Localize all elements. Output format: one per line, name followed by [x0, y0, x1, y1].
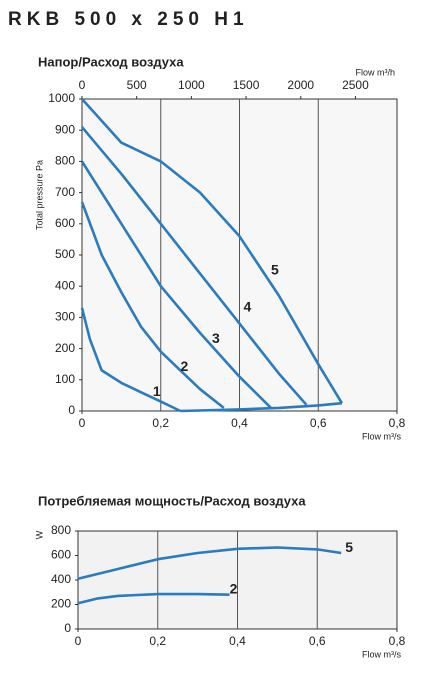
page-title: RKB 500 x 250 H1 — [8, 9, 249, 30]
curve-label: 5 — [345, 539, 353, 555]
curve-label: 1 — [153, 383, 161, 399]
x2-tick-label: 0 — [79, 78, 86, 92]
curve-label: 2 — [230, 581, 238, 597]
x2-tick-label: 2500 — [342, 78, 369, 92]
curve-label: 4 — [243, 299, 251, 315]
x-axis-label: Flow m³/s — [362, 431, 401, 441]
curve — [81, 126, 308, 406]
y-tick-label: 100 — [55, 372, 75, 386]
curve-label: 2 — [180, 358, 188, 374]
y-tick-label: 300 — [55, 310, 75, 324]
curve — [80, 160, 272, 409]
y-tick-label: 0 — [68, 403, 75, 417]
x-tick-label: 0,2 — [152, 416, 169, 430]
y-tick-label: 200 — [55, 341, 75, 355]
x-tick-label: 0,8 — [389, 634, 406, 648]
y-tick-label: 0 — [64, 621, 71, 635]
y-tick-label: 600 — [55, 216, 75, 230]
x-tick-label: 0,4 — [231, 416, 248, 430]
y-tick-label: 800 — [51, 523, 71, 537]
y-tick-label: 700 — [55, 185, 75, 199]
x-tick-label: 0 — [75, 634, 82, 648]
x-tick-label: 0,8 — [389, 416, 406, 430]
chart-title: Потребляемая мощность/Расход воздуха — [38, 493, 306, 508]
y-tick-label: 400 — [55, 278, 75, 292]
x2-axis-label: Flow m³/h — [355, 67, 395, 77]
x2-tick-label: 500 — [127, 78, 147, 92]
curve — [77, 592, 230, 605]
curve — [80, 307, 181, 413]
y-tick-label: 400 — [51, 572, 71, 586]
x-tick-label: 0,6 — [310, 416, 327, 430]
x-tick-label: 0 — [79, 416, 86, 430]
y-tick-label: 600 — [51, 548, 71, 562]
curve — [77, 546, 342, 581]
chart-title: Напор/Расход воздуха — [38, 54, 184, 69]
x2-tick-label: 1500 — [233, 78, 260, 92]
y-tick-label: 1000 — [48, 91, 75, 105]
x-axis-label: Flow m³/s — [362, 649, 401, 659]
curve-label: 3 — [212, 330, 220, 346]
y-tick-label: 500 — [55, 247, 75, 261]
x-tick-label: 0,4 — [229, 634, 246, 648]
y-tick-label: 900 — [55, 122, 75, 136]
x-tick-label: 0,6 — [309, 634, 326, 648]
y-axis-label: Total pressure Pa — [34, 160, 44, 230]
x2-tick-label: 2000 — [287, 78, 314, 92]
x-tick-label: 0,2 — [149, 634, 166, 648]
x2-tick-label: 1000 — [178, 78, 205, 92]
y-tick-label: 200 — [51, 597, 71, 611]
y-axis-label: W — [34, 530, 44, 539]
y-tick-label: 800 — [55, 154, 75, 168]
curve — [180, 401, 343, 413]
curve — [80, 201, 225, 409]
curve-label: 5 — [271, 261, 279, 277]
curve — [81, 98, 344, 404]
